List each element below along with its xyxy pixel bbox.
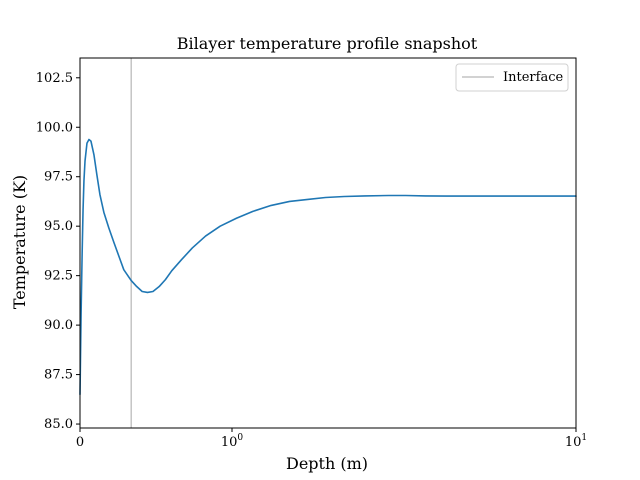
plot-area [79, 57, 577, 429]
y-tick-label-7: 102.5 [36, 71, 73, 86]
legend-entry-interface: Interface [503, 70, 563, 85]
series-line-0 [79, 138, 577, 396]
y-tick-label-0: 85.0 [44, 417, 73, 432]
x-tick-label-1: 100 [221, 433, 244, 450]
y-tick-label-5: 97.5 [44, 170, 73, 185]
x-tick-exponent-1: 0 [237, 433, 243, 443]
axes-frame [79, 57, 577, 429]
y-axis-label: Temperature (K) [10, 175, 29, 309]
y-axis: 85.0 87.5 90.0 92.5 95.0 97.5 100.0 102.5 [36, 71, 80, 432]
x-tick-label-2: 101 [565, 433, 587, 450]
y-tick-label-4: 95.0 [44, 219, 73, 234]
y-tick-label-1: 87.5 [44, 368, 73, 383]
chart-title: Bilayer temperature profile snapshot [177, 34, 478, 53]
x-tick-exponent-2: 1 [581, 433, 587, 443]
y-tick-label-2: 90.0 [44, 318, 73, 333]
y-tick-label-6: 100.0 [36, 120, 73, 135]
legend-frame [455, 63, 569, 92]
x-axis: 0 100 101 [76, 428, 587, 450]
legend: Interface [455, 63, 569, 92]
x-axis-label: Depth (m) [286, 454, 368, 473]
x-tick-label-0: 0 [76, 435, 84, 450]
y-tick-label-3: 92.5 [44, 269, 73, 284]
